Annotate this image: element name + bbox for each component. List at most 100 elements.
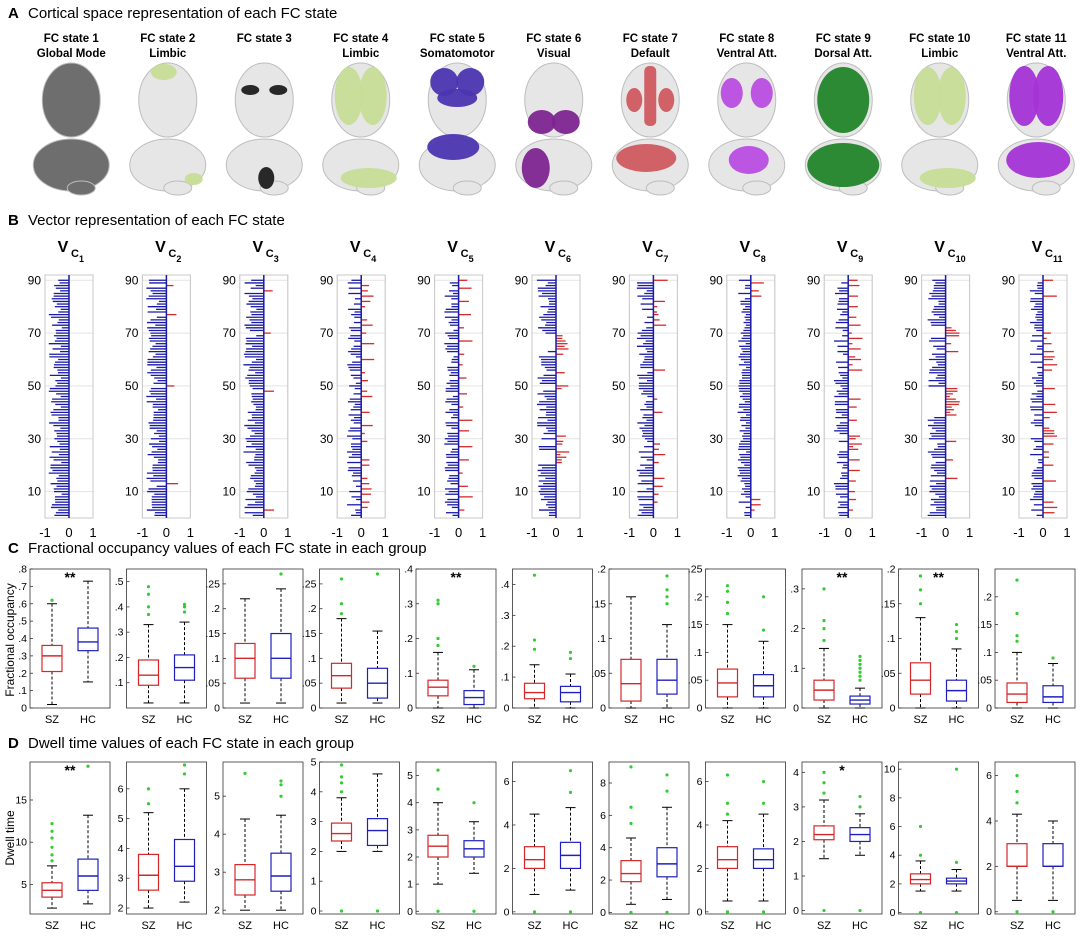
x-tick-label: SZ <box>817 920 831 932</box>
box-hc <box>366 818 389 847</box>
brain-cerebellum <box>549 180 579 196</box>
outlier-point <box>665 574 669 578</box>
state-name-label: FC state 8 <box>719 33 775 45</box>
state-name-label: FC state 10 <box>909 33 970 45</box>
panel-a-brains: FC state 1 Global Mode FC state 2 Limbic FC … <box>32 33 1075 196</box>
y-tick-label: .2 <box>308 603 317 615</box>
outlier-point <box>436 787 440 791</box>
network-region <box>817 67 870 133</box>
state-network-label: Visual <box>537 48 571 60</box>
outlier-point <box>146 605 151 609</box>
vector-x-tick-label: 1 <box>89 525 96 540</box>
outlier-point <box>858 678 862 682</box>
vector-y-tick-label: 50 <box>28 379 42 393</box>
box-hc <box>752 848 775 869</box>
outlier-point <box>86 764 90 768</box>
x-tick-label: HC <box>756 714 772 726</box>
y-tick-label: .7 <box>18 581 27 593</box>
x-tick-label: HC <box>1045 920 1061 932</box>
y-tick-label: 10 <box>884 764 896 776</box>
y-tick-label: 5 <box>311 757 317 769</box>
vector-x-tick-label: 1 <box>966 525 973 540</box>
network-region <box>626 88 643 112</box>
y-tick-label: 8 <box>890 792 896 804</box>
outlier-point <box>532 647 537 651</box>
x-tick-label: HC <box>659 920 675 932</box>
y-tick-label: 0 <box>407 703 413 715</box>
boxplot-axes-box <box>319 761 400 915</box>
vector-y-tick-label: 90 <box>904 273 918 287</box>
vector-y-tick-label: 10 <box>807 485 821 499</box>
y-tick-label: 0 <box>697 906 703 918</box>
y-tick-label: .1 <box>790 663 799 675</box>
boxplot-subplot: 0 2 4 6 8 10 SZ HC <box>884 761 979 932</box>
outlier-point <box>339 790 344 794</box>
y-tick-label: .1 <box>501 672 510 684</box>
outlier-point <box>761 779 766 784</box>
boxplot-subplot: 0 1 2 3 4 SZ HC * <box>793 761 883 932</box>
vector-y-tick-label: 30 <box>904 432 918 446</box>
y-tick-label: .1 <box>694 647 703 659</box>
box-hc <box>656 847 678 878</box>
network-region <box>750 78 773 108</box>
outlier-point <box>858 670 862 674</box>
vector-subplot: V C 8 10 30 50 70 90 -1 0 1 <box>709 239 778 540</box>
vector-x-tick-label: -1 <box>526 525 538 540</box>
vector-x-tick-label: 0 <box>163 525 170 540</box>
y-tick-label: 5 <box>214 791 220 803</box>
y-tick-label: .1 <box>983 647 992 659</box>
state-network-label: Global Mode <box>37 48 106 60</box>
vector-y-tick-label: 10 <box>125 485 139 499</box>
y-tick-label: .1 <box>404 668 413 680</box>
state-name-label: FC state 2 <box>140 33 195 45</box>
box-sz <box>1006 843 1028 867</box>
x-tick-label: SZ <box>1010 714 1024 726</box>
vector-y-tick-label: 30 <box>1002 432 1016 446</box>
outlier-point <box>568 790 573 795</box>
brain-cerebellum <box>66 180 96 196</box>
y-tick-label: .25 <box>302 578 317 590</box>
vector-y-tick-label: 50 <box>1002 379 1016 393</box>
vector-y-tick-label: 30 <box>612 432 626 446</box>
box-sz <box>523 846 546 870</box>
outlier-point <box>1051 656 1055 660</box>
significance-marker: ** <box>837 569 848 585</box>
y-tick-label: .2 <box>887 564 896 576</box>
vector-title-subscript: C <box>948 248 956 260</box>
y-tick-label: 3 <box>311 816 317 828</box>
outlier-point <box>761 910 766 914</box>
vector-x-tick-label: 1 <box>576 525 583 540</box>
network-region <box>1006 142 1071 178</box>
outlier-point <box>375 909 380 913</box>
x-tick-label: SZ <box>913 714 927 726</box>
vector-x-tick-label: 1 <box>771 525 778 540</box>
y-tick-label: 4 <box>118 843 124 855</box>
vector-y-tick-label: 50 <box>904 379 918 393</box>
vector-title-index: 2 <box>176 254 181 264</box>
box-sz <box>620 658 642 702</box>
panel-d-title: Dwell time values of each FC state in ea… <box>28 735 354 752</box>
panel-a-letter: A <box>8 5 19 22</box>
outlier-point <box>146 787 151 791</box>
outlier-point <box>50 829 54 833</box>
outlier-point <box>858 805 862 809</box>
y-tick-label: 5 <box>118 813 124 825</box>
panel-c-letter: C <box>8 540 19 557</box>
outlier-point <box>50 836 54 840</box>
box-sz <box>137 659 160 686</box>
outlier-point <box>339 612 344 616</box>
significance-marker: ** <box>65 569 76 585</box>
outlier-point <box>50 859 54 863</box>
vector-title: V <box>1032 239 1043 256</box>
vector-x-tick-label: 0 <box>942 525 949 540</box>
vector-x-tick-label: -1 <box>1013 525 1025 540</box>
state-name-label: FC state 9 <box>816 33 871 45</box>
outlier-point <box>1015 789 1019 794</box>
boxplot-subplot: 0 1 2 3 4 5 SZ HC <box>311 757 400 932</box>
outlier-point <box>918 602 923 606</box>
outlier-point <box>858 658 862 662</box>
vector-x-tick-label: 0 <box>455 525 462 540</box>
